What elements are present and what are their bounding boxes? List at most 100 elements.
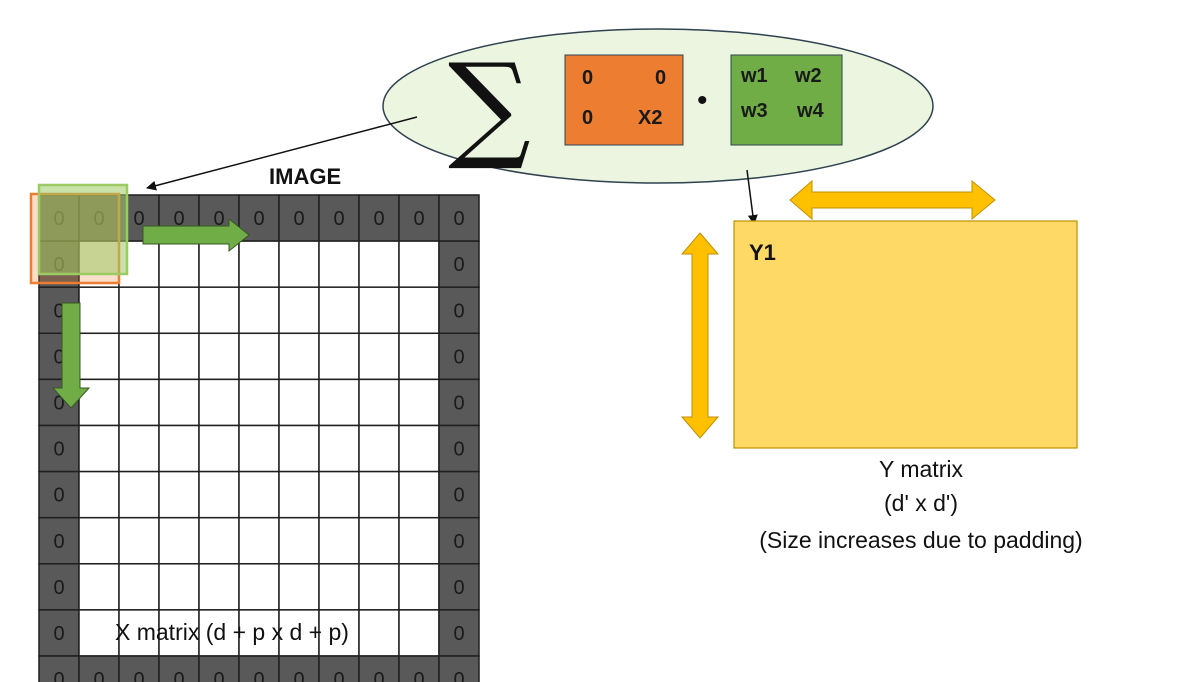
y-matrix-note: (Size increases due to padding)	[759, 527, 1082, 553]
matrix-cell	[358, 332, 400, 381]
matrix-cell	[158, 516, 200, 565]
matrix-cell	[318, 424, 360, 473]
padding-cell	[358, 194, 400, 242]
matrix-cell	[318, 470, 360, 519]
matrix-cell	[318, 516, 360, 565]
matrix-cell	[118, 286, 160, 335]
padding-zero: 0	[413, 669, 424, 682]
matrix-cell	[318, 378, 360, 427]
padding-zero: 0	[453, 346, 464, 368]
matrix-cell	[278, 470, 320, 519]
matrix-cell	[78, 609, 120, 657]
padding-zero: 0	[453, 485, 464, 507]
matrix-cell	[78, 470, 120, 519]
w-patch-box	[730, 54, 843, 146]
matrix-cell	[278, 516, 320, 565]
padding-cell	[438, 286, 480, 335]
y-matrix: Y1	[733, 220, 1078, 449]
matrix-cell	[318, 240, 360, 288]
y1-label: Y1	[749, 240, 776, 265]
matrix-cell	[158, 470, 200, 519]
matrix-cell	[358, 470, 400, 519]
padding-cell	[38, 424, 80, 473]
padding-zero: 0	[333, 208, 344, 230]
matrix-cell	[398, 332, 440, 381]
padding-zero: 0	[53, 623, 64, 645]
x-patch-box	[564, 54, 684, 146]
matrix-cell	[158, 332, 200, 381]
matrix-cell	[278, 563, 320, 611]
matrix-cell	[398, 563, 440, 611]
sigma-symbol: ∑	[448, 39, 531, 174]
padding-zero: 0	[133, 669, 144, 682]
padding-cell	[438, 424, 480, 473]
matrix-cell	[398, 424, 440, 473]
padding-zero: 0	[53, 300, 64, 322]
padding-zero: 0	[53, 577, 64, 599]
matrix-cell	[238, 609, 280, 657]
height-double-arrow	[680, 232, 720, 439]
matrix-cell	[238, 516, 280, 565]
dot-product-symbol: •	[697, 84, 708, 117]
matrix-cell	[78, 516, 120, 565]
matrix-cell	[158, 240, 200, 288]
width-double-arrow	[789, 179, 996, 221]
padding-cell	[158, 655, 200, 682]
padding-zero: 0	[53, 531, 64, 553]
padding-cell	[438, 655, 480, 682]
padding-zero: 0	[293, 669, 304, 682]
y-matrix-caption: Y matrix	[879, 456, 963, 482]
matrix-cell	[118, 609, 160, 657]
padding-zero: 0	[93, 669, 104, 682]
matrix-cell	[278, 332, 320, 381]
matrix-cell	[278, 424, 320, 473]
image-title: IMAGE	[269, 164, 341, 189]
matrix-cell	[78, 286, 120, 335]
x-patch-value: 0	[655, 67, 666, 89]
padding-cell	[438, 563, 480, 611]
x-patch: 0 0 0 X2	[564, 54, 684, 146]
matrix-cell	[118, 516, 160, 565]
matrix-cell	[238, 332, 280, 381]
matrix-cell	[198, 609, 240, 657]
padding-zero: 0	[453, 439, 464, 461]
padding-cell	[438, 332, 480, 381]
matrix-cell	[78, 332, 120, 381]
padding-zero: 0	[373, 208, 384, 230]
matrix-cell	[358, 240, 400, 288]
matrix-cell	[198, 332, 240, 381]
matrix-cell	[118, 563, 160, 611]
padding-zero: 0	[373, 669, 384, 682]
padding-cell	[438, 609, 480, 657]
matrix-cell	[198, 424, 240, 473]
padding-zero: 0	[53, 669, 64, 682]
matrix-cell	[398, 470, 440, 519]
matrix-cell	[238, 378, 280, 427]
matrix-cell	[278, 240, 320, 288]
y-matrix-size: (d' x d')	[884, 490, 958, 516]
matrix-cell	[318, 609, 360, 657]
arrow-to-image	[146, 116, 418, 191]
matrix-cell	[398, 516, 440, 565]
padding-cell	[438, 240, 480, 288]
y-matrix-box	[733, 220, 1078, 449]
matrix-cell	[198, 470, 240, 519]
x-matrix-caption: X matrix (d + p x d + p)	[115, 619, 349, 645]
matrix-cell	[78, 378, 120, 427]
matrix-cell	[358, 609, 400, 657]
padding-zero: 0	[253, 208, 264, 230]
padding-cell	[438, 470, 480, 519]
matrix-cell	[158, 424, 200, 473]
matrix-cell	[358, 516, 400, 565]
matrix-cell	[158, 563, 200, 611]
slide-down-arrow	[51, 302, 91, 409]
padding-cell	[358, 655, 400, 682]
matrix-cell	[118, 470, 160, 519]
padding-zero: 0	[453, 577, 464, 599]
matrix-cell	[278, 609, 320, 657]
matrix-cell	[398, 378, 440, 427]
padding-zero: 0	[133, 208, 144, 230]
padding-zero: 0	[293, 208, 304, 230]
weight-value: w4	[796, 100, 825, 122]
